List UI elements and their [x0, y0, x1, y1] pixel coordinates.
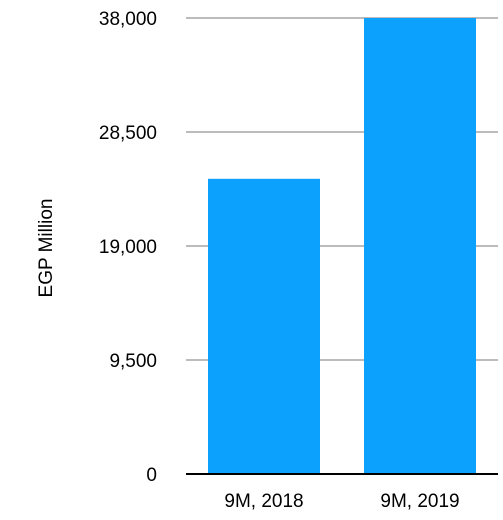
bar: [364, 18, 476, 474]
bar: [208, 178, 320, 475]
y-tick-label: 28,500: [99, 123, 157, 144]
y-tick-labels: 0 9,500 19,000 28,500 38,000: [99, 9, 157, 486]
y-axis-title: EGP Million: [36, 199, 57, 298]
y-tick-label: 0: [146, 465, 157, 486]
y-tick-label: 19,000: [99, 237, 157, 258]
y-tick-label: 9,500: [109, 351, 157, 372]
x-tick-label: 9M, 2018: [224, 491, 303, 512]
y-tick-label: 38,000: [99, 9, 157, 30]
x-tick-label: 9M, 2019: [380, 491, 459, 512]
bars: [208, 18, 476, 475]
x-tick-labels: 9M, 2018 9M, 2019: [224, 491, 459, 512]
